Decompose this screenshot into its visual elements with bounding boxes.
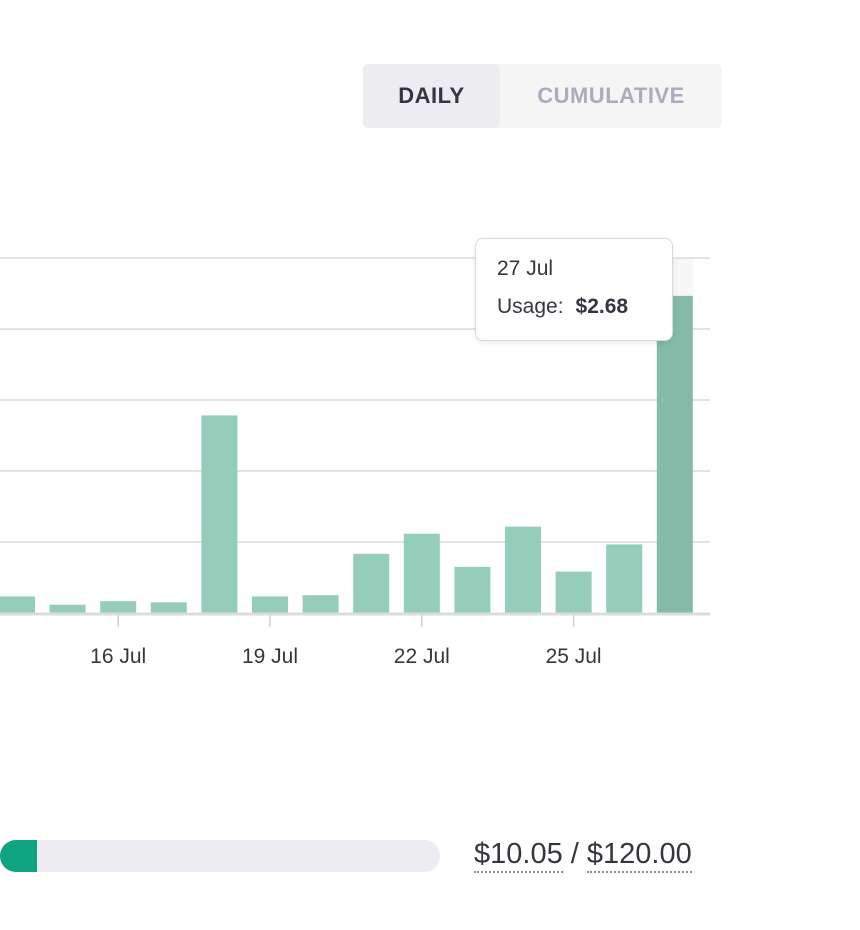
x-tick-label: 16 Jul	[90, 645, 146, 668]
x-tick-label: 25 Jul	[546, 645, 602, 668]
x-tick-label: 19 Jul	[242, 645, 298, 668]
tooltip-value: $2.68	[575, 295, 629, 318]
bar[interactable]	[252, 596, 288, 613]
daily-tab[interactable]: DAILY	[363, 64, 500, 128]
usage-bar-chart: 16 Jul 19 Jul 22 Jul 25 Jul	[0, 257, 710, 668]
bar[interactable]	[606, 544, 643, 613]
chart-tooltip: 27 Jul Usage: $2.68	[475, 238, 673, 341]
view-toggle: DAILY CUMULATIVE	[363, 64, 722, 128]
bar[interactable]	[403, 533, 440, 613]
bar[interactable]	[454, 566, 491, 613]
bar[interactable]	[100, 601, 137, 613]
usage-limit[interactable]: $120.00	[586, 838, 692, 873]
bar[interactable]	[656, 295, 693, 613]
usage-totals: $10.05 / $120.00	[474, 838, 692, 873]
usage-progress-fill	[0, 840, 37, 872]
bar[interactable]	[201, 415, 238, 613]
bar[interactable]	[150, 602, 187, 613]
usage-used[interactable]: $10.05	[474, 838, 563, 873]
bar[interactable]	[0, 596, 35, 613]
cumulative-tab[interactable]: CUMULATIVE	[537, 83, 685, 108]
usage-progress-bar	[0, 840, 440, 872]
tooltip-date: 27 Jul	[497, 257, 554, 280]
usage-separator: /	[570, 838, 579, 870]
bar[interactable]	[353, 553, 390, 613]
bar[interactable]	[505, 526, 541, 613]
bar[interactable]	[555, 571, 592, 613]
tooltip-label: Usage:	[497, 295, 564, 318]
bar[interactable]	[49, 604, 86, 613]
x-tick-label: 22 Jul	[394, 645, 450, 668]
bar[interactable]	[302, 595, 339, 613]
